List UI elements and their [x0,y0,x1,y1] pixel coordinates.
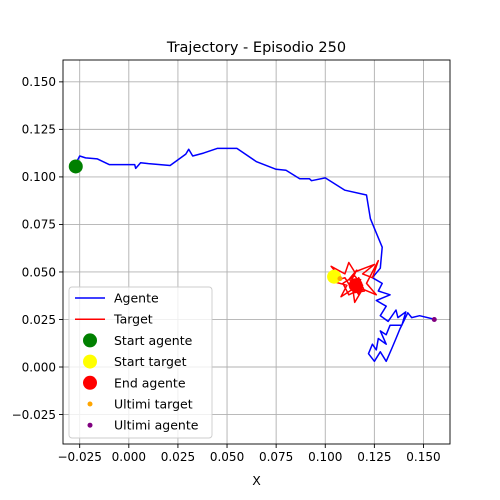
y-tick-label: −0.025 [12,408,56,422]
marker-start-target [327,269,342,284]
x-tick-label: 0.100 [308,450,342,464]
legend-label: Agente [114,291,159,306]
x-tick-label: 0.075 [259,450,293,464]
legend-item-end-agente: End agente [83,375,186,390]
y-tick-label: 0.125 [22,123,56,137]
x-tick-label: 0.000 [112,450,146,464]
marker-ultimi-target [337,276,343,282]
marker-layer [68,159,437,322]
marker-ultimi-agente [431,316,437,322]
legend-item-start-target: Start target [83,354,187,369]
legend-items: Agente Target Start agente Start target End … [75,291,199,433]
legend-label: Target [113,312,153,327]
x-tick-label: 0.150 [406,450,440,464]
legend: Agente Target Start agente Start target End … [68,286,213,439]
y-tick-label: 0.050 [22,265,56,279]
legend-label: Start agente [114,333,193,348]
legend-label: End agente [114,375,186,390]
legend-swatch [83,333,97,348]
plot-frame [62,59,451,445]
legend-item-ultimi-agente: Ultimi agente [87,418,199,433]
legend-item-agente: Agente [75,291,159,306]
chart-title: Trajectory - Episodio 250 [166,40,346,56]
legend-label: Ultimi target [114,397,193,412]
legend-swatch [83,354,97,369]
y-tick-label: 0.150 [22,75,56,89]
marker-start-agente [68,159,83,174]
y-tick-label: 0.100 [22,170,56,184]
legend-item-target: Target [75,312,153,327]
legend-swatch [83,375,97,390]
legend-box [68,286,213,439]
x-tick-label: 0.050 [210,450,244,464]
legend-label: Ultimi agente [114,418,199,433]
y-tick-label: 0.075 [22,218,56,232]
grid-lines [63,60,450,444]
marker-end-agente [348,278,363,293]
legend-item-ultimi-target: Ultimi target [87,397,193,412]
x-tick-label: 0.125 [357,450,391,464]
legend-item-start-agente: Start agente [83,333,193,348]
legend-swatch [87,422,93,428]
y-tick-label: 0.025 [22,313,56,327]
series-line-agente [75,147,436,363]
legend-swatch [87,401,93,407]
legend-label: Start target [114,354,187,369]
y-tick-label: 0.000 [22,360,56,374]
x-axis: −0.025 0.000 0.025 0.050 0.075 0.100 0.125 0.15… [57,444,441,464]
x-axis-label: X [252,473,261,488]
x-tick-label: −0.025 [57,450,101,464]
x-tick-label: 0.025 [161,450,195,464]
y-axis: −0.025 0.000 0.025 0.050 0.075 0.100 0.125 0.15… [12,75,63,422]
